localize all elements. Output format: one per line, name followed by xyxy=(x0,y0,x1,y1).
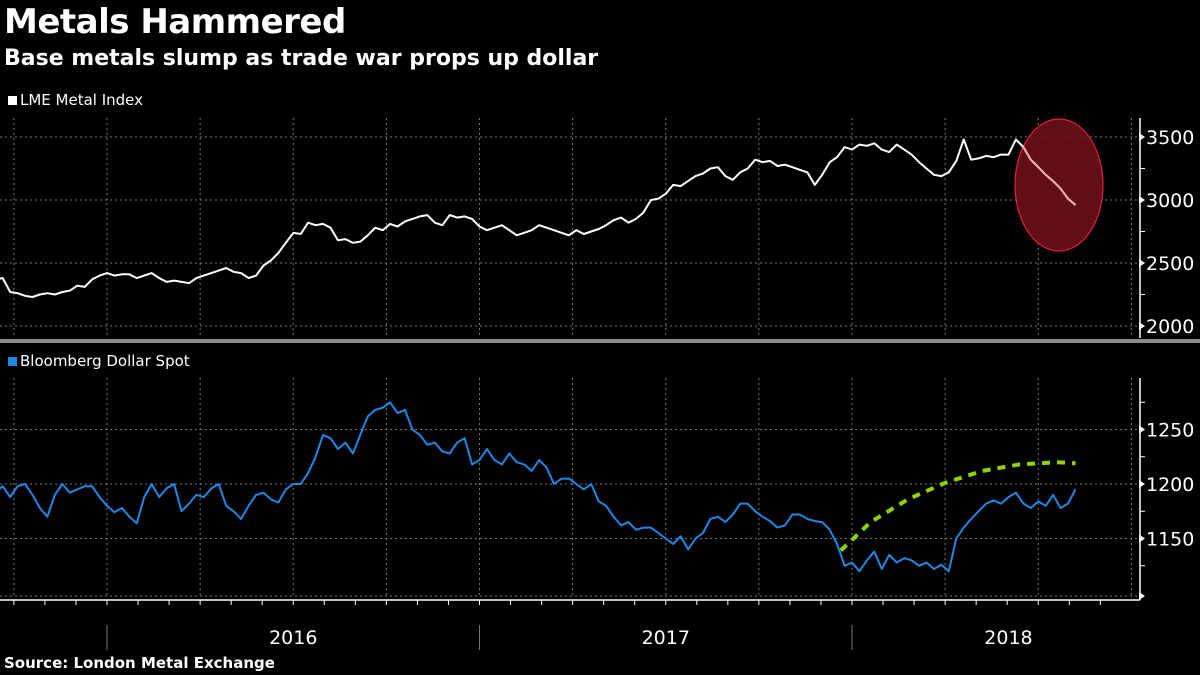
highlight-ellipse xyxy=(1014,118,1104,252)
chart-title: Metals Hammered xyxy=(4,2,346,42)
legend-label-metal: LME Metal Index xyxy=(20,91,144,109)
axes xyxy=(0,118,1200,650)
legend-label-dollar: Bloomberg Dollar Spot xyxy=(20,352,190,370)
lme-metal-index-line xyxy=(0,138,1077,298)
legend-swatch-metal xyxy=(8,95,17,105)
x-year-label: 2016 xyxy=(269,627,317,649)
bloomberg-dollar-spot-line xyxy=(0,401,1077,573)
lme-line-highlighted-segment xyxy=(1015,136,1077,251)
legend-swatch-dollar xyxy=(8,356,17,366)
y-tick-label: 1200 xyxy=(1146,474,1194,496)
y-tick-label: 2000 xyxy=(1146,316,1194,338)
axis-labels: 2000250030003500115012001250201520162017… xyxy=(269,127,1194,649)
legend-dollar: Bloomberg Dollar Spot xyxy=(8,352,190,370)
panel-separator xyxy=(0,339,1200,343)
x-year-label: 2018 xyxy=(984,627,1032,649)
legend-metal: LME Metal Index xyxy=(8,91,143,109)
x-year-label: 2017 xyxy=(642,627,690,649)
y-tick-label: 2500 xyxy=(1146,253,1194,275)
source-note: Source: London Metal Exchange xyxy=(4,654,275,672)
chart-marks xyxy=(0,118,1104,573)
chart-subtitle: Base metals slump as trade war props up … xyxy=(4,46,599,71)
y-tick-label: 3000 xyxy=(1146,190,1194,212)
y-tick-label: 1250 xyxy=(1146,420,1194,442)
y-tick-label: 1150 xyxy=(1146,529,1194,551)
projection-dashed-curve xyxy=(839,460,1076,552)
gridlines xyxy=(0,118,1142,598)
y-tick-label: 3500 xyxy=(1146,127,1194,149)
